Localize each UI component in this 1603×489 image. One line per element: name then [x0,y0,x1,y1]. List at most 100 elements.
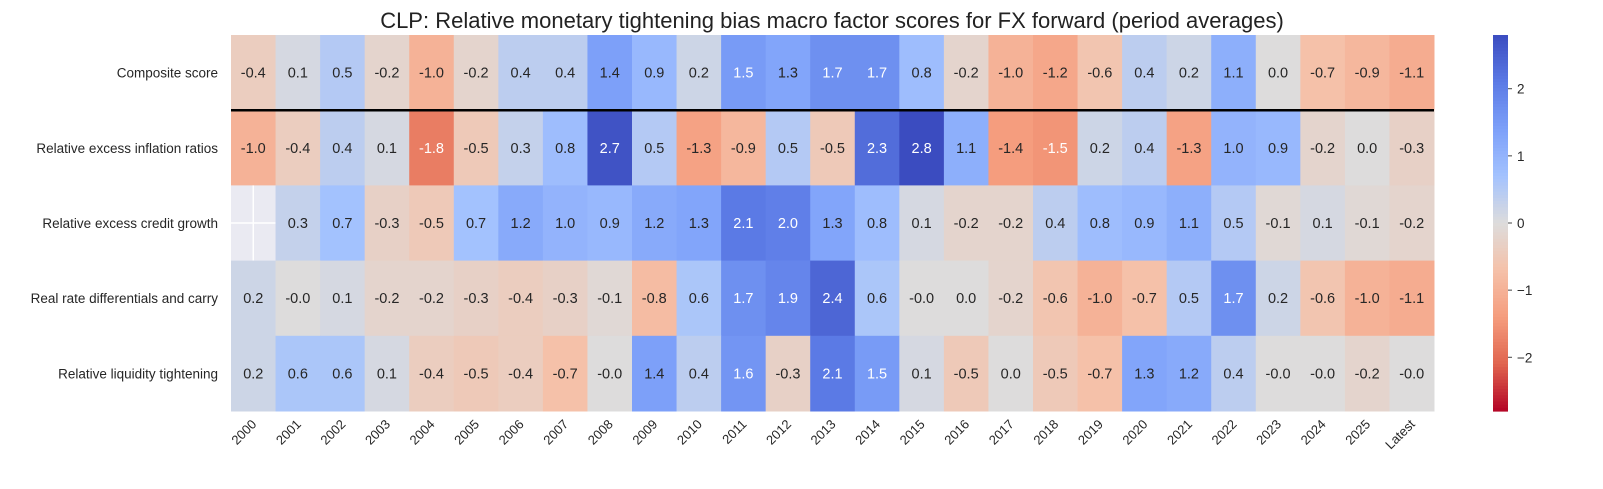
cell-value-label: -0.5 [954,366,979,382]
heatmap-cell [1389,35,1435,111]
cell-value-label: 1.2 [1179,366,1199,382]
colorbar-segment [1493,348,1508,353]
colorbar-segment [1493,338,1508,343]
colorbar-segment [1493,263,1508,268]
heatmap-cell [1300,335,1346,412]
cell-value-label: -0.4 [508,366,533,382]
colorbar-segment [1493,147,1508,152]
cell-value-label: -0.0 [285,291,310,307]
heatmap-cell [364,110,410,186]
chart-title: CLP: Relative monetary tightening bias m… [380,8,1284,33]
colorbar-segment [1493,254,1508,259]
colorbar-segment [1493,122,1508,127]
column-label: Latest [1382,416,1418,452]
heatmap-cell [676,260,722,337]
colorbar-segment [1493,47,1508,52]
heatmap-cell [1255,335,1301,412]
heatmap-cell [632,335,678,412]
cell-value-label: -0.4 [241,66,266,82]
colorbar-segment [1493,88,1508,92]
heatmap-cell [632,260,678,337]
colorbar-segment [1493,194,1508,199]
heatmap-cell [721,260,767,337]
colorbar-segment [1493,382,1508,387]
colorbar-segment [1493,238,1508,243]
cell-value-label: -0.9 [731,141,756,157]
colorbar-segment [1493,204,1508,208]
cell-value-label: -0.2 [954,66,979,82]
heatmap-cell [676,110,722,186]
heatmap-cell [409,185,455,262]
cell-value-label: 0.8 [1090,216,1110,232]
colorbar-segment [1493,301,1508,306]
heatmap-cell [943,110,989,186]
cell-value-label: 0.1 [912,216,932,232]
cell-value-label: 1.2 [644,216,664,232]
cell-value-label: 1.7 [1223,291,1243,307]
colorbar-segment [1493,329,1508,334]
colorbar-segment [1493,72,1508,77]
heatmap-cell [988,260,1034,337]
heatmap-cell [1077,335,1123,412]
heatmap-cell [498,35,544,111]
cell-value-label: 0.2 [243,366,263,382]
heatmap-cell [498,260,544,337]
cell-value-label: 0.0 [1357,141,1377,157]
colorbar-segment [1493,229,1508,233]
heatmap-cell [231,110,277,186]
cell-value-label: -0.5 [820,141,845,157]
colorbar-segment [1493,110,1508,114]
heatmap-cell [899,260,945,337]
colorbar-segment [1493,94,1508,99]
cell-value-label: -1.8 [419,141,444,157]
heatmap-cell [1077,185,1123,262]
colorbar-segment [1493,295,1508,299]
heatmap-cell [364,260,410,337]
heatmap-cell [1211,110,1257,186]
cell-value-label: 0.5 [332,66,352,82]
heatmap-cell [1300,260,1346,337]
cell-value-label: -0.1 [1355,216,1380,232]
column-label: 2018 [1030,417,1061,448]
colorbar-segment [1493,392,1508,396]
cell-value-label: -0.3 [553,291,578,307]
colorbar-segment [1493,279,1508,284]
colorbar-segment [1493,144,1508,149]
heatmap-cell [632,110,678,186]
heatmap-cell [498,335,544,412]
colorbar-segment [1493,313,1508,318]
cell-value-label: -0.1 [1266,216,1291,232]
colorbar-segment [1493,85,1508,89]
heatmap-cell [1255,35,1301,111]
heatmap-cell [453,335,499,412]
cell-value-label: 1.5 [867,366,887,382]
column-label: 2010 [674,417,705,448]
colorbar-segment [1493,201,1508,205]
colorbar-segment [1493,320,1508,324]
heatmap-cell [1122,335,1168,412]
heatmap-cell [854,185,900,262]
colorbar-segment [1493,150,1508,155]
colorbar-segment [1493,35,1508,39]
heatmap-cell [275,185,321,262]
heatmap-cell [409,35,455,111]
colorbar-segment [1493,138,1508,143]
heatmap-cell [364,35,410,111]
cell-value-label: -1.2 [1043,66,1068,82]
cell-value-label: 0.8 [555,141,575,157]
cell-value-label: -0.6 [1087,66,1112,82]
heatmap-cell [320,110,366,186]
colorbar-segment [1493,41,1508,45]
cell-value-label: 1.7 [733,291,753,307]
cell-value-label: 0.6 [332,366,352,382]
heatmap-cell [409,260,455,337]
cell-value-label: -0.2 [998,216,1023,232]
colorbar-segment [1493,360,1508,365]
heatmap-cell [1033,185,1079,262]
colorbar-segment [1493,125,1508,130]
cell-value-label: 0.4 [1134,66,1154,82]
cell-value-label: 1.5 [733,66,753,82]
cell-value-label: 0.6 [867,291,887,307]
cell-value-label: -0.5 [464,366,489,382]
cell-value-label: 1.0 [555,216,575,232]
